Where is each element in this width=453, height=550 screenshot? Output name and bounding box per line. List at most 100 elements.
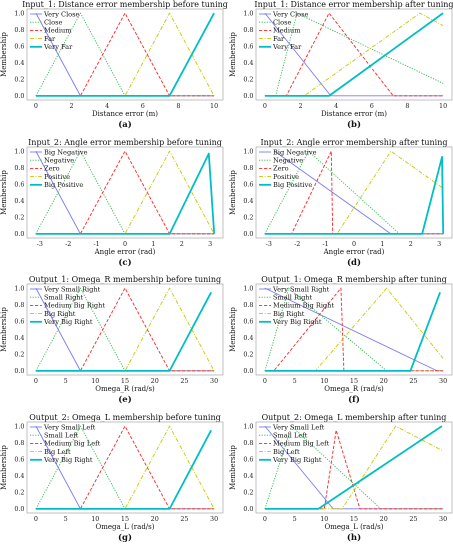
chart-panel-7: Output_2: Omega_L membership before tuni…	[0, 413, 224, 543]
x-tick-label: 3	[437, 240, 441, 248]
chart-title: Output_2: Omega_L membership after tunin…	[262, 413, 447, 422]
y-tick-label: 1.0	[14, 422, 24, 430]
legend-label: Very Far	[43, 43, 73, 51]
x-tick-label: 15	[121, 377, 129, 385]
series-group	[35, 12, 215, 97]
x-axis-label: Omega_L (rad/s)	[96, 523, 155, 531]
x-axis-label: Omega_R (rad/s)	[324, 385, 384, 393]
y-tick-label: 0.2	[14, 214, 24, 222]
y-tick-label: 0.2	[243, 351, 253, 359]
x-tick-label: 1	[380, 240, 384, 248]
chart-panel-1: Input_1: Distance error membership befor…	[0, 0, 228, 130]
y-tick-label: 0.0	[14, 367, 24, 375]
panel-label: (f)	[348, 394, 360, 405]
y-tick-label: 0.0	[243, 505, 253, 513]
series-line-2	[264, 287, 444, 372]
y-tick-label: 0.0	[14, 230, 24, 238]
y-tick-label: 0.4	[14, 472, 24, 480]
x-tick-label: 4	[334, 102, 338, 110]
y-tick-label: 0.2	[243, 214, 253, 222]
x-axis-label: Omega_R (rad/s)	[95, 385, 155, 393]
chart-panel-8: Output_2: Omega_L membership after tunin…	[229, 413, 453, 543]
legend-label: Big Left	[44, 448, 71, 456]
legend-label: Medium	[273, 27, 301, 35]
x-tick-label: 15	[350, 515, 358, 523]
legend-label: Very Big Right	[43, 456, 93, 464]
x-tick-label: 30	[210, 515, 218, 523]
y-axis-label: Membership	[229, 32, 237, 77]
x-tick-label: -2	[65, 240, 71, 248]
legend-label: Negative	[44, 157, 74, 165]
y-tick-label: 0.4	[14, 334, 24, 342]
x-tick-label: 15	[350, 377, 358, 385]
x-tick-label: 0	[34, 515, 38, 523]
panel-label: (g)	[118, 532, 132, 543]
series-line-5	[264, 291, 441, 372]
y-tick-label: 0.8	[14, 439, 24, 447]
legend-label: Very Big Right	[272, 456, 322, 464]
panel-label: (c)	[118, 257, 131, 268]
series-line-5	[35, 12, 215, 97]
legend-label: Positive	[44, 173, 70, 181]
x-tick-label: 20	[380, 377, 388, 385]
legend-label: Big Negative	[273, 148, 317, 156]
y-tick-label: 0.4	[243, 197, 253, 205]
legend-label: Small Left	[273, 432, 308, 440]
series-group	[264, 287, 444, 372]
chart-panel-4: Input_2: Angle error membership after tu…	[229, 138, 453, 268]
legend-label: Medium	[44, 27, 72, 35]
y-tick-label: 0.8	[243, 301, 253, 309]
x-tick-label: 25	[409, 377, 417, 385]
legend-label: Very Close	[43, 10, 80, 18]
y-tick-label: 0.4	[243, 472, 253, 480]
legend-label: Very Small Right	[272, 285, 330, 293]
y-tick-label: 0.8	[243, 26, 253, 34]
series-line-3	[35, 150, 215, 235]
x-tick-label: 10	[439, 102, 447, 110]
legend-label: Small Right	[44, 294, 84, 302]
chart-title: Output_1: Omega_R membership before tuni…	[29, 275, 221, 284]
series-line-5	[264, 156, 445, 235]
series-line-3	[35, 12, 215, 97]
y-tick-label: 1.0	[243, 284, 253, 292]
y-tick-label: 0.4	[243, 334, 253, 342]
x-tick-label: 30	[210, 377, 218, 385]
y-tick-label: 0.8	[14, 26, 24, 34]
series-group	[264, 425, 444, 510]
y-tick-label: 0.6	[14, 180, 24, 188]
x-tick-label: 5	[293, 377, 297, 385]
x-tick-label: 3	[208, 240, 212, 248]
chart-panel-2: Input_1: Distance error membership after…	[229, 0, 453, 130]
plot-frame	[26, 283, 224, 376]
legend-label: Big Right	[44, 310, 76, 318]
chart-title: Output_1: Omega_R membership after tunin…	[261, 275, 447, 284]
legend-label: Zero	[44, 165, 60, 173]
y-tick-label: 0.4	[243, 59, 253, 67]
x-tick-label: -3	[37, 240, 43, 248]
x-axis-label: Distance error (m)	[92, 110, 158, 118]
y-tick-label: 0.6	[243, 42, 253, 50]
series-line-5	[264, 425, 443, 510]
legend-label: Medium Big Left	[44, 440, 101, 448]
series-line-3	[264, 12, 444, 97]
x-tick-label: 0	[263, 377, 267, 385]
y-tick-label: 0.2	[14, 489, 24, 497]
y-tick-label: 1.0	[14, 9, 24, 17]
plot-frame	[26, 8, 224, 101]
chart-title: Input_2: Angle error membership after tu…	[260, 138, 447, 147]
y-axis-label: Membership	[0, 307, 8, 352]
series-line-5	[264, 12, 444, 97]
x-tick-label: 0	[34, 102, 38, 110]
x-tick-label: 0	[352, 240, 356, 248]
y-tick-label: 0.8	[243, 439, 253, 447]
x-tick-label: 25	[180, 515, 188, 523]
x-tick-label: 0	[123, 240, 127, 248]
y-tick-label: 0.2	[243, 76, 253, 84]
panel-label: (d)	[347, 257, 361, 268]
x-tick-label: 0	[263, 515, 267, 523]
legend-label: Medium Big Right	[273, 302, 334, 310]
chart-panel-6: Output_1: Omega_R membership after tunin…	[229, 275, 453, 405]
x-tick-label: 15	[121, 515, 129, 523]
